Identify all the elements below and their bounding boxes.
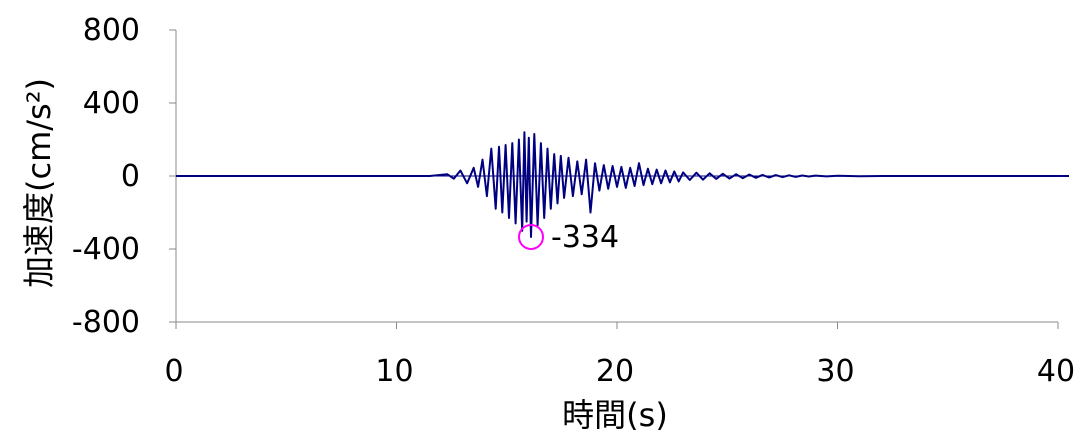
x-tick-label: 20: [596, 354, 634, 389]
x-tick-label: 0: [164, 354, 183, 389]
annotation-group: -334: [518, 220, 619, 255]
series-group: [176, 131, 1069, 238]
y-tick-label: 800: [83, 13, 140, 48]
axes: [169, 29, 1059, 329]
x-tick-label: 30: [816, 354, 854, 389]
peak-marker: [518, 223, 545, 250]
y-tick-label: 400: [83, 86, 140, 121]
x-axis-label: 時間(s): [562, 396, 668, 434]
y-tick-label: 0: [121, 159, 140, 194]
y-tick-label: -400: [72, 232, 140, 267]
y-tick-label: -800: [72, 305, 140, 340]
peak-label: -334: [551, 220, 619, 255]
x-tick-label: 10: [375, 354, 413, 389]
series-line: [176, 131, 1069, 238]
x-tick-labels: 0 10 20 30 40: [164, 354, 1075, 389]
x-tick-label: 40: [1037, 354, 1075, 389]
y-axis-label: 加速度(cm/s²): [20, 78, 58, 288]
y-tick-labels: 800 400 0 -400 -800: [72, 13, 140, 340]
